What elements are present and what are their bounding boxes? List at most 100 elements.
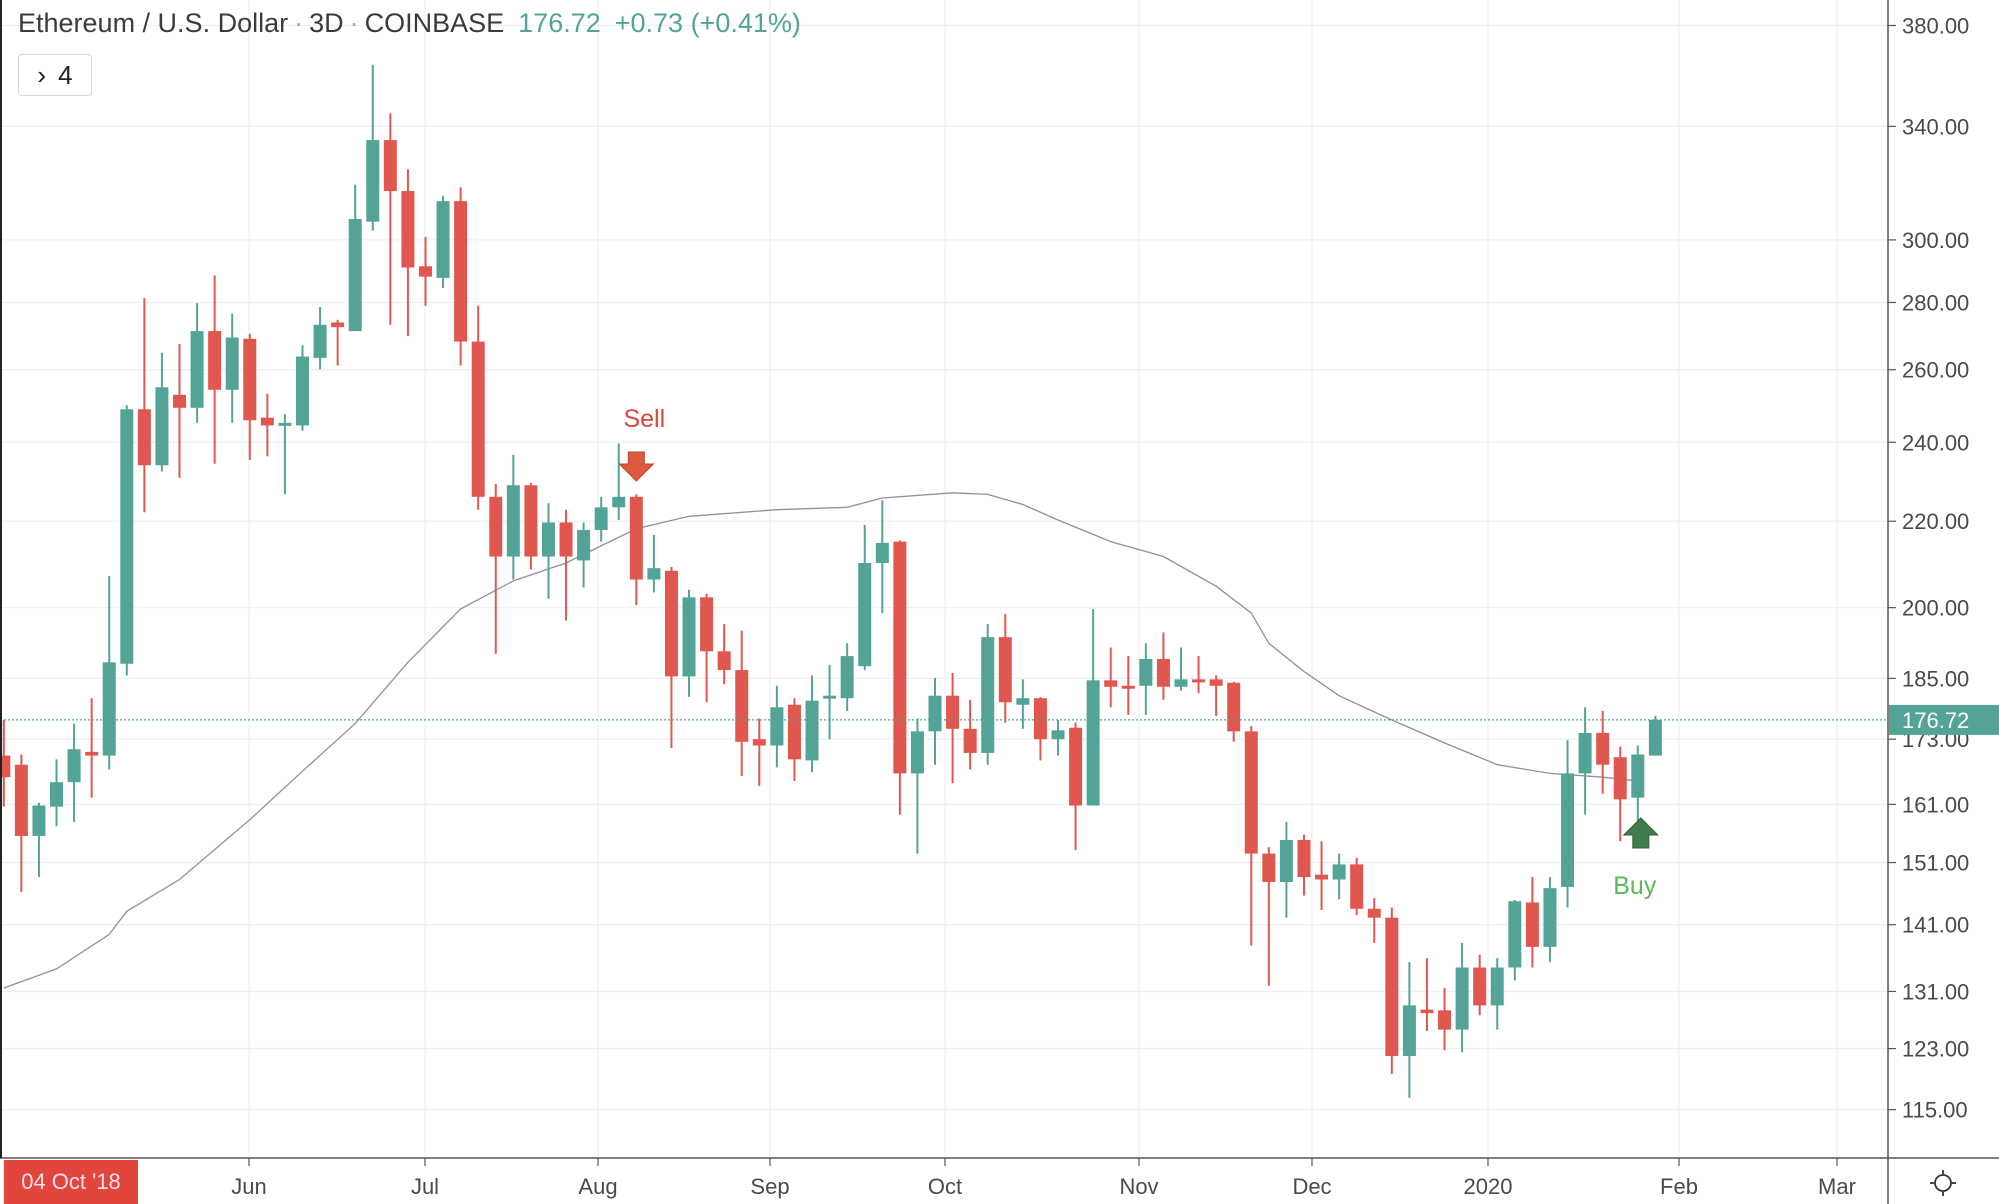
price-axis[interactable]: 380.00 340.00 300.00 280.00 260.00 240.00 220.… [1887, 0, 1999, 1204]
candle [1508, 899, 1522, 981]
candle-body [1174, 679, 1188, 687]
candle-body [1033, 698, 1047, 740]
candle [858, 524, 872, 671]
y-tick-label: 131.00 [1902, 979, 1969, 1004]
crosshair-date-label: 04 Oct '18 [4, 1160, 138, 1204]
candle-body [190, 331, 204, 408]
candle [910, 718, 924, 854]
candle-body [1385, 917, 1399, 1056]
candle-body [1139, 658, 1153, 686]
candle-body [155, 387, 169, 466]
y-tick-label: 380.00 [1902, 14, 1969, 39]
candle-body [454, 201, 468, 342]
candle-body [436, 201, 450, 278]
candle-body [1350, 864, 1364, 909]
chevron-right-icon: › [37, 59, 47, 90]
candle-body [1192, 679, 1206, 683]
candle-body [998, 637, 1012, 703]
candle [471, 305, 485, 510]
candle [805, 675, 819, 773]
time-axis[interactable]: Jun Jul Aug Sep Oct Nov Dec 2020 Feb Mar [0, 1157, 1999, 1199]
candle [629, 494, 643, 605]
candle [770, 685, 784, 768]
candle [1438, 987, 1452, 1051]
candle [1631, 745, 1645, 831]
candle-body [225, 337, 239, 390]
x-tick-label: Oct [928, 1174, 962, 1199]
candle-body [647, 568, 661, 580]
candle [647, 534, 661, 593]
candle-body [1561, 773, 1575, 887]
candle [401, 169, 415, 337]
candle [313, 307, 327, 370]
candle [1262, 847, 1276, 986]
candle [331, 319, 345, 366]
candle [173, 343, 186, 478]
indicators-toggle-button[interactable]: › 4 [18, 54, 92, 96]
candle [1279, 822, 1293, 918]
candle [1016, 679, 1030, 729]
x-tick-label: Sep [750, 1174, 789, 1199]
candle [1613, 746, 1627, 842]
candle [454, 187, 468, 366]
candle-body [541, 522, 555, 557]
candle [998, 614, 1012, 723]
buy-arrow-up-icon [1622, 817, 1660, 849]
candle-body [120, 409, 134, 664]
candle [981, 624, 995, 765]
candle-body [577, 529, 591, 561]
interval[interactable]: 3D [309, 8, 344, 38]
x-tick-label: Dec [1292, 1174, 1331, 1199]
candle-body [787, 704, 801, 760]
candle [752, 718, 766, 786]
candle-body [1420, 1009, 1434, 1014]
candle-body [1402, 1005, 1416, 1056]
candle-body [524, 485, 538, 557]
candle [1648, 715, 1662, 756]
candle-body [1209, 679, 1223, 686]
candle-body [1104, 680, 1118, 687]
candle-body [383, 140, 397, 192]
candle [366, 65, 380, 231]
candle [1332, 853, 1346, 900]
candle [594, 496, 608, 542]
candle-body [700, 597, 714, 652]
candle [1315, 841, 1329, 911]
candle [67, 723, 81, 823]
candle [102, 576, 116, 770]
chart-header: Ethereum / U.S. Dollar · 3D · COINBASE 176.72… [18, 8, 801, 39]
candle [1402, 962, 1416, 1098]
y-tick-label: 200.00 [1902, 596, 1969, 621]
sun-gear-icon[interactable] [1928, 1168, 1958, 1198]
candle [700, 593, 714, 703]
candle-body [612, 496, 626, 508]
last-price: 176.72 [518, 8, 601, 38]
y-tick-label: 220.00 [1902, 509, 1969, 534]
candle [50, 759, 64, 827]
candle-body [1438, 1010, 1452, 1030]
candle-body [875, 542, 889, 563]
candle-body [735, 670, 749, 742]
candle-body [1332, 864, 1346, 880]
candle-body [1631, 754, 1645, 798]
candle [1455, 942, 1469, 1053]
exchange: COINBASE [364, 8, 505, 38]
left-frame [0, 0, 2, 1158]
candle [208, 275, 222, 464]
candle-body [243, 338, 257, 421]
candle [1543, 877, 1557, 963]
candle-body [840, 656, 854, 699]
candle [840, 643, 854, 711]
buy-label: Buy [1613, 872, 1657, 900]
y-tick-label: 340.00 [1902, 114, 1969, 139]
candle [1174, 647, 1188, 691]
candle [260, 393, 274, 457]
y-tick-label: 280.00 [1902, 290, 1969, 315]
candle-body [401, 191, 415, 268]
candle-body [102, 662, 116, 756]
candle [190, 303, 204, 423]
symbol-name[interactable]: Ethereum / U.S. Dollar [18, 8, 289, 38]
candle-body [173, 394, 186, 408]
candle-body [506, 485, 520, 557]
